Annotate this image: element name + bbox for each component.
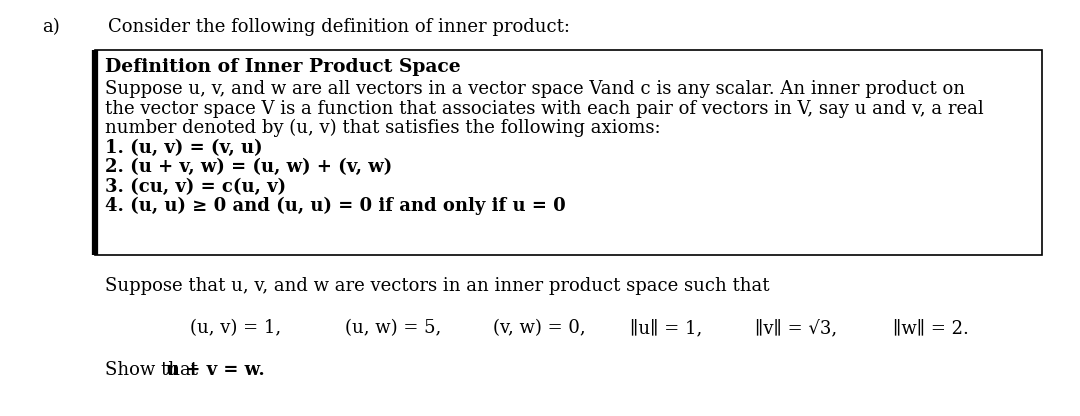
- Text: 1. (u, v) = (v, u): 1. (u, v) = (v, u): [105, 139, 262, 156]
- Text: the vector space V is a function that associates with each pair of vectors in V,: the vector space V is a function that as…: [105, 99, 984, 117]
- Text: (u, w) = 5,: (u, w) = 5,: [345, 319, 442, 337]
- Text: Definition of Inner Product Space: Definition of Inner Product Space: [105, 58, 461, 76]
- Text: 3. (cu, v) = c(u, v): 3. (cu, v) = c(u, v): [105, 178, 286, 196]
- Text: Suppose u, v, and w are all vectors in a vector space Vand c is any scalar. An i: Suppose u, v, and w are all vectors in a…: [105, 80, 966, 98]
- Text: u + v = w.: u + v = w.: [166, 361, 265, 379]
- Text: Consider the following definition of inner product:: Consider the following definition of inn…: [108, 18, 570, 36]
- Text: ∥u∥ = 1,: ∥u∥ = 1,: [630, 319, 702, 337]
- Text: a): a): [42, 18, 59, 36]
- Text: (v, w) = 0,: (v, w) = 0,: [492, 319, 585, 337]
- Text: Show that: Show that: [105, 361, 204, 379]
- Text: ∥w∥ = 2.: ∥w∥ = 2.: [893, 319, 969, 337]
- Text: ∥v∥ = √3,: ∥v∥ = √3,: [755, 319, 837, 337]
- Text: 2. (u + v, w) = (u, w) + (v, w): 2. (u + v, w) = (u, w) + (v, w): [105, 158, 392, 176]
- Text: number denoted by (u, v) that satisfies the following axioms:: number denoted by (u, v) that satisfies …: [105, 119, 661, 137]
- FancyBboxPatch shape: [95, 50, 1042, 255]
- Text: 4. (u, u) ≥ 0 and (u, u) = 0 if and only if u = 0: 4. (u, u) ≥ 0 and (u, u) = 0 if and only…: [105, 197, 566, 215]
- Text: (u, v) = 1,: (u, v) = 1,: [190, 319, 281, 337]
- Text: Suppose that u, v, and w are vectors in an inner product space such that: Suppose that u, v, and w are vectors in …: [105, 277, 769, 295]
